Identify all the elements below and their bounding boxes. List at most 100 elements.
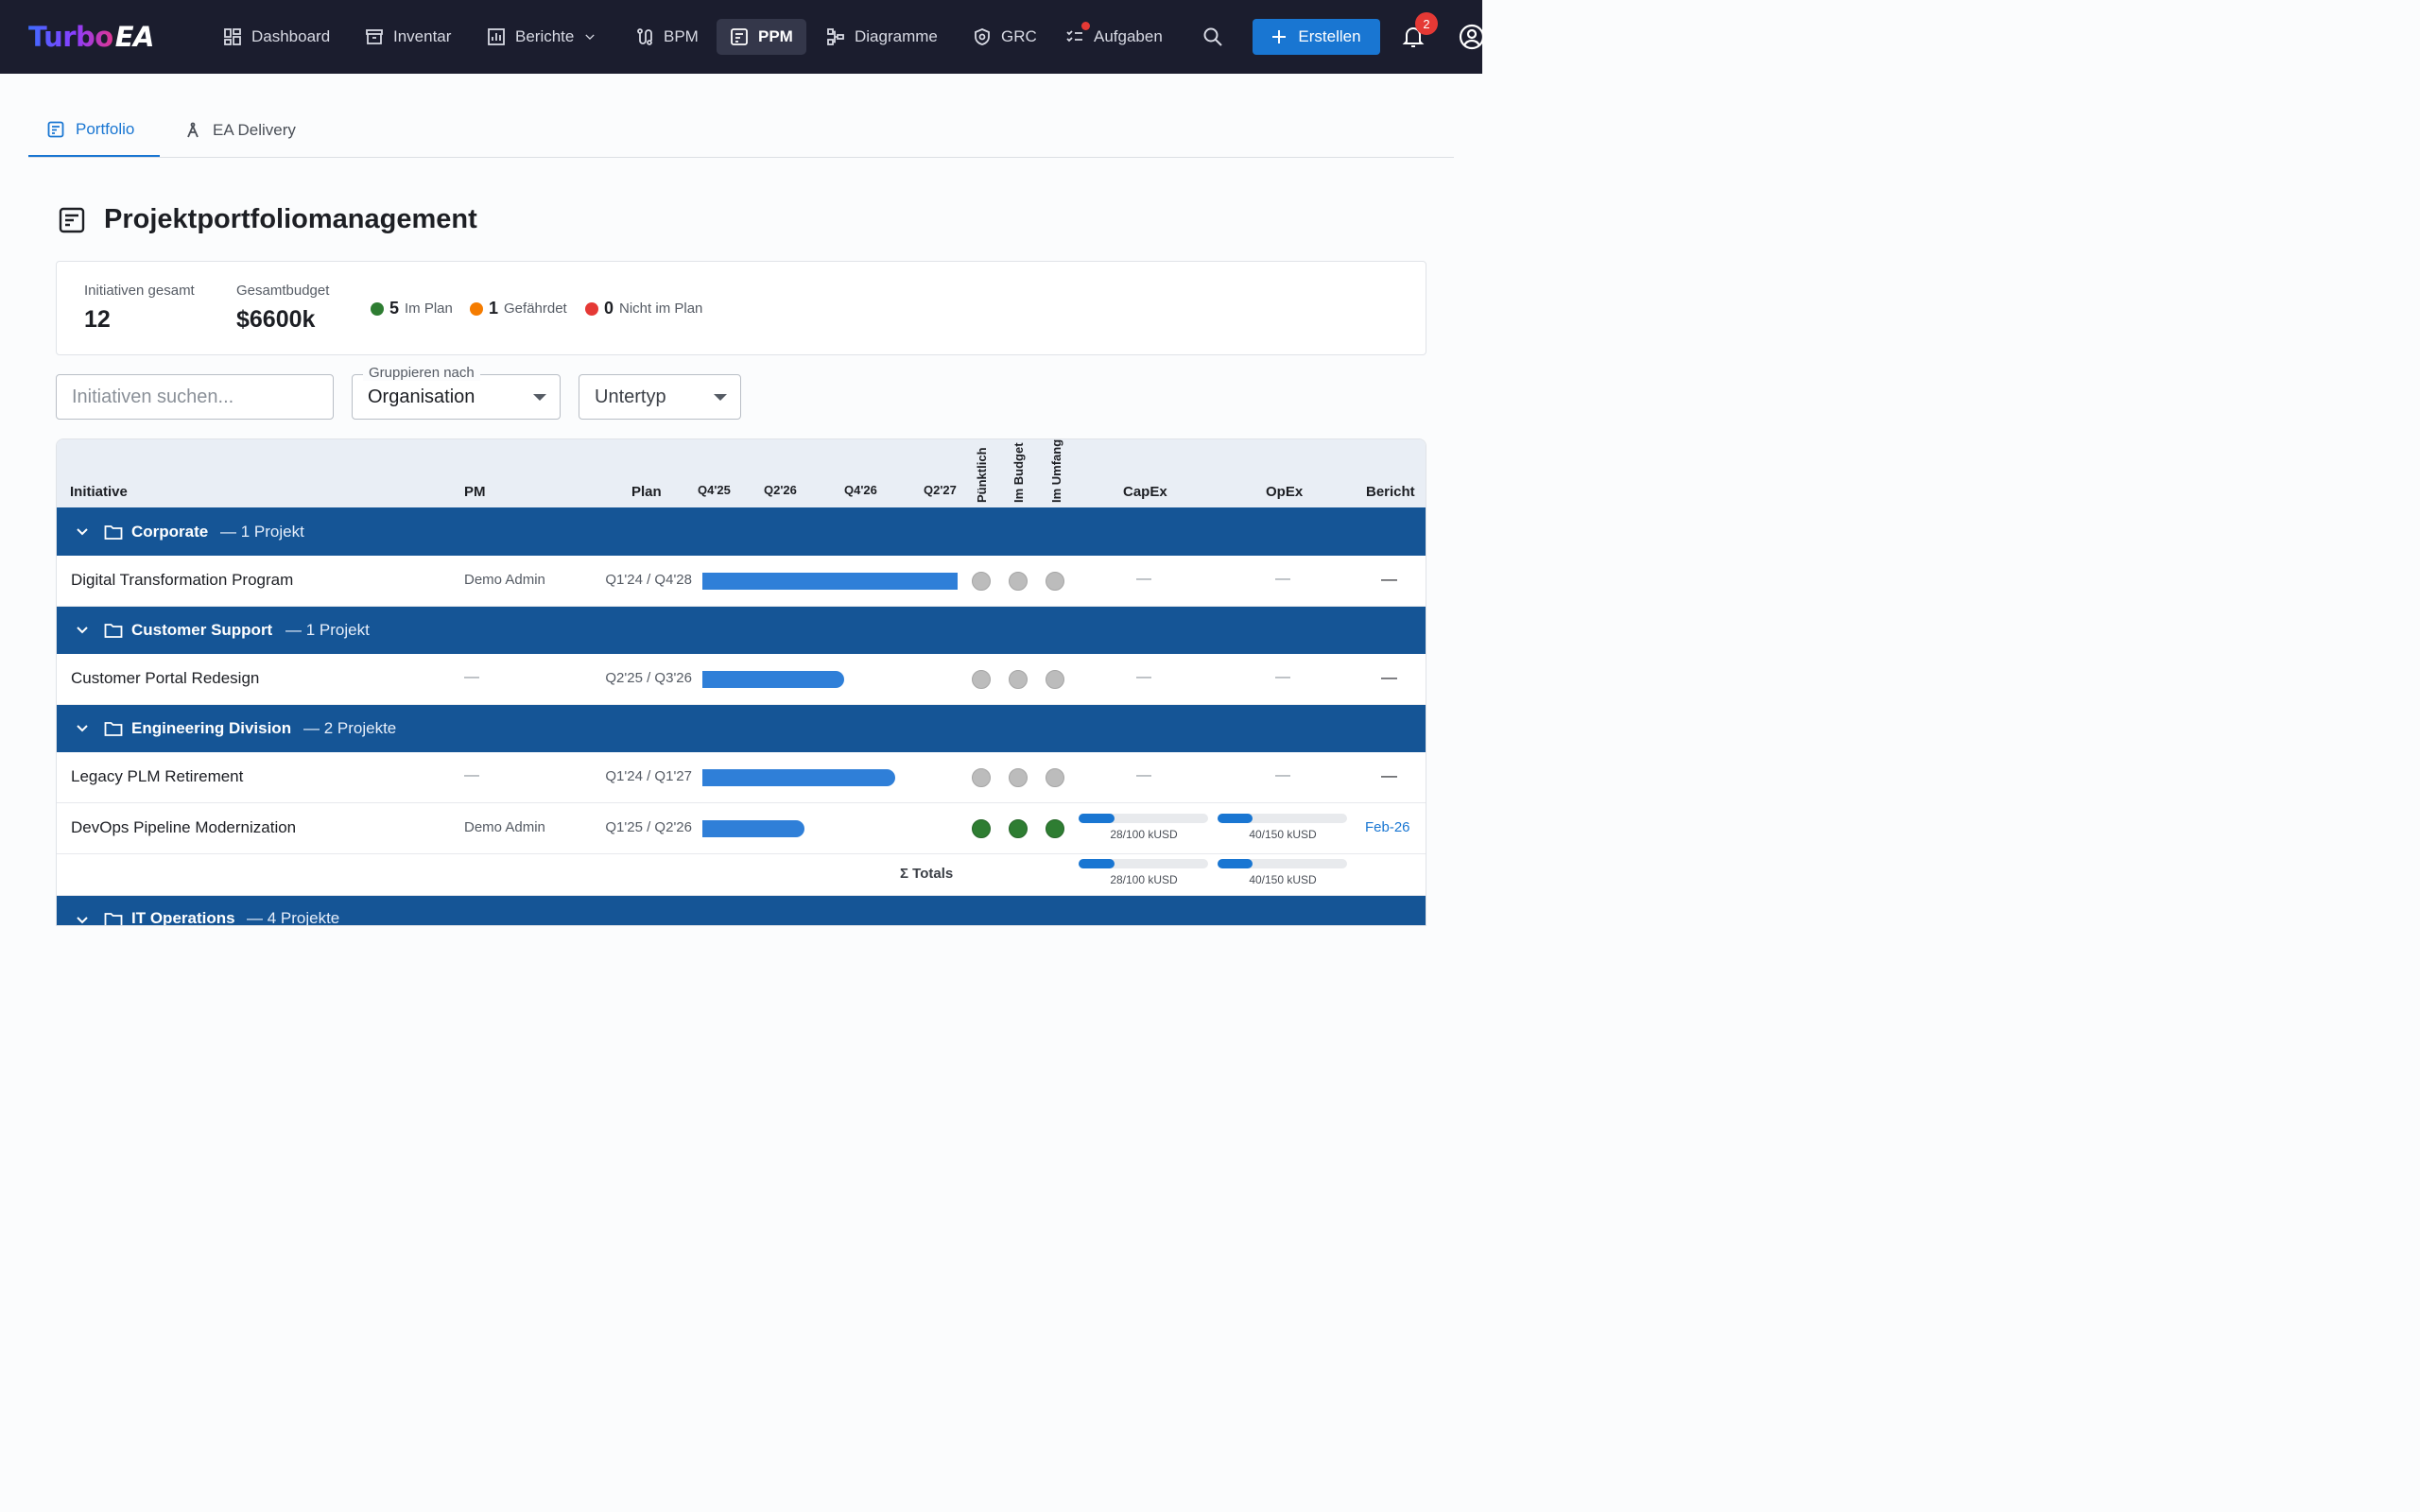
group-count: — 2 Projekte <box>303 719 397 737</box>
timeline-bar[interactable] <box>702 671 844 688</box>
group-row-corporate[interactable]: Corporate — 1 Projekt <box>57 507 1426 556</box>
status-off-track: 0 Nicht im Plan <box>585 299 702 318</box>
tab-portfolio-label: Portfolio <box>76 120 135 138</box>
total-initiatives-label: Initiativen gesamt <box>84 283 195 299</box>
report-value: — <box>1381 570 1397 588</box>
on-time-indicator <box>972 572 991 591</box>
header-opex[interactable]: OpEx <box>1266 484 1304 500</box>
total-budget-value: $6600k <box>236 306 316 333</box>
group-name: IT Operations <box>131 909 235 926</box>
group-by-select[interactable]: Organisation <box>352 374 561 420</box>
totals-row: Σ Totals 28/100 kUSD 40/150 kUSD <box>57 854 1426 896</box>
app-logo[interactable]: Turbo EA <box>28 19 155 55</box>
nav-dashboard[interactable]: Dashboard <box>210 19 343 55</box>
nav-aufgaben[interactable]: Aufgaben <box>1052 19 1176 55</box>
group-row-engineering-division[interactable]: Engineering Division — 2 Projekte <box>57 705 1426 752</box>
header-initiative[interactable]: Initiative <box>70 484 128 500</box>
subtype-select[interactable]: Untertyp <box>579 374 741 420</box>
pm-name: — <box>464 669 479 685</box>
header-pm[interactable]: PM <box>464 484 486 500</box>
nav-diagramme[interactable]: Diagramme <box>813 19 951 55</box>
initiative-name[interactable]: DevOps Pipeline Modernization <box>71 818 297 836</box>
report-link[interactable]: Feb-26 <box>1365 819 1410 835</box>
report-icon <box>488 28 505 45</box>
tab-ea-delivery[interactable]: EA Delivery <box>165 104 315 157</box>
at-risk-label: Gefährdet <box>504 301 567 317</box>
capex-total-progress-fill <box>1079 859 1115 868</box>
archive-icon <box>366 29 383 44</box>
portfolio-icon <box>47 121 64 138</box>
nav-dashboard-label: Dashboard <box>251 27 331 45</box>
search-input-placeholder: Initiativen suchen... <box>72 386 234 407</box>
initiative-name[interactable]: Customer Portal Redesign <box>71 669 260 687</box>
search-input[interactable]: Initiativen suchen... <box>56 374 334 420</box>
header-capex[interactable]: CapEx <box>1123 484 1167 500</box>
group-count: — 1 Projekt <box>220 522 304 541</box>
create-button-label: Erstellen <box>1298 27 1361 45</box>
on-time-indicator <box>972 819 991 838</box>
page-title: Projektportfoliomanagement <box>104 204 477 234</box>
group-row-customer-support[interactable]: Customer Support — 1 Projekt <box>57 607 1426 654</box>
nav-bpm-label: BPM <box>664 27 699 45</box>
chevron-down-icon <box>585 34 596 40</box>
in-budget-indicator <box>1009 819 1028 838</box>
on-track-label: Im Plan <box>405 301 453 317</box>
folder-icon <box>104 913 123 925</box>
chevron-down-icon <box>77 725 88 732</box>
table-row[interactable]: Legacy PLM Retirement — Q1'24 / Q1'27 — … <box>57 752 1426 803</box>
nav-grc[interactable]: GRC <box>959 19 1050 55</box>
at-risk-count: 1 <box>489 299 499 318</box>
search-button[interactable] <box>1199 23 1227 51</box>
folder-icon <box>104 722 123 736</box>
green-status-dot <box>371 301 384 316</box>
status-on-track: 5 Im Plan <box>371 299 453 318</box>
off-track-count: 0 <box>604 299 614 318</box>
subtype-value: Untertyp <box>595 386 666 407</box>
header-plan[interactable]: Plan <box>631 484 662 500</box>
opex-value: 40/150 kUSD <box>1249 828 1317 841</box>
nav-bpm[interactable]: BPM <box>622 19 712 55</box>
in-scope-indicator <box>1046 768 1064 787</box>
initiative-name[interactable]: Digital Transformation Program <box>71 571 294 589</box>
off-track-label: Nicht im Plan <box>619 301 703 317</box>
on-track-count: 5 <box>389 299 400 318</box>
user-avatar-button[interactable] <box>1458 21 1486 53</box>
red-status-dot <box>585 301 598 316</box>
ppm-icon <box>59 207 85 232</box>
in-budget-indicator <box>1009 572 1028 591</box>
table-header: Initiative PM Plan Q4'25 Q2'26 Q4'26 Q2'… <box>57 439 1426 507</box>
timeline-bar[interactable] <box>702 769 895 786</box>
group-name: Corporate <box>131 522 209 541</box>
group-row-it-operations[interactable]: IT Operations — 4 Projekte <box>57 896 1426 926</box>
report-value: — <box>1381 668 1397 686</box>
timeline-bar[interactable] <box>702 820 804 837</box>
tab-portfolio[interactable]: Portfolio <box>28 104 160 157</box>
folder-icon <box>104 624 123 638</box>
group-by-value: Organisation <box>368 386 475 407</box>
nav-grc-label: GRC <box>1001 27 1037 45</box>
nav-ppm[interactable]: PPM <box>717 19 806 55</box>
table-row[interactable]: Digital Transformation Program Demo Admi… <box>57 556 1426 607</box>
header-report[interactable]: Bericht <box>1366 484 1415 500</box>
create-button[interactable]: Erstellen <box>1253 19 1380 55</box>
opex-total-progress-fill <box>1218 859 1253 868</box>
page-tabs: Portfolio EA Delivery <box>28 104 1454 158</box>
in-scope-indicator <box>1046 670 1064 689</box>
plan-range: Q2'25 / Q3'26 <box>605 670 692 686</box>
in-budget-indicator <box>1009 670 1028 689</box>
chevron-down-icon <box>77 627 88 634</box>
initiative-name[interactable]: Legacy PLM Retirement <box>71 767 244 785</box>
ppm-icon <box>731 28 748 45</box>
total-initiatives-value: 12 <box>84 306 111 333</box>
nav-inventar[interactable]: Inventar <box>352 19 464 55</box>
table-row[interactable]: Customer Portal Redesign — Q2'25 / Q3'26… <box>57 654 1426 705</box>
status-at-risk: 1 Gefährdet <box>470 299 567 318</box>
header-on-time: Pünktlich <box>975 447 989 503</box>
nav-berichte[interactable]: Berichte <box>474 19 610 55</box>
portfolio-table: Initiative PM Plan Q4'25 Q2'26 Q4'26 Q2'… <box>56 438 1426 926</box>
timeline-bar[interactable] <box>702 573 958 590</box>
pm-name: — <box>464 767 479 783</box>
table-row[interactable]: DevOps Pipeline Modernization Demo Admin… <box>57 803 1426 854</box>
group-count: — 1 Projekt <box>285 621 370 639</box>
top-navigation-bar: Turbo EA Dashboard Inventar Berichte BPM… <box>0 0 1485 74</box>
